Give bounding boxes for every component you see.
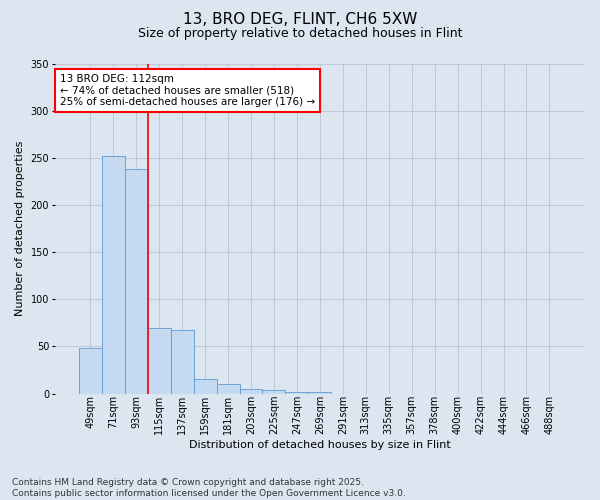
Text: Size of property relative to detached houses in Flint: Size of property relative to detached ho… <box>138 28 462 40</box>
Bar <box>170 330 194 394</box>
Bar <box>79 348 102 394</box>
Bar <box>148 328 170 394</box>
Y-axis label: Number of detached properties: Number of detached properties <box>15 141 25 316</box>
Bar <box>262 390 286 394</box>
Text: 13 BRO DEG: 112sqm
← 74% of detached houses are smaller (518)
25% of semi-detach: 13 BRO DEG: 112sqm ← 74% of detached hou… <box>60 74 315 107</box>
Bar <box>194 380 217 394</box>
Bar <box>286 392 308 394</box>
Bar <box>217 384 239 394</box>
Bar <box>239 389 262 394</box>
Bar <box>308 392 331 394</box>
Text: Contains HM Land Registry data © Crown copyright and database right 2025.
Contai: Contains HM Land Registry data © Crown c… <box>12 478 406 498</box>
Text: 13, BRO DEG, FLINT, CH6 5XW: 13, BRO DEG, FLINT, CH6 5XW <box>183 12 417 28</box>
Bar <box>102 156 125 394</box>
Bar <box>125 170 148 394</box>
X-axis label: Distribution of detached houses by size in Flint: Distribution of detached houses by size … <box>189 440 451 450</box>
